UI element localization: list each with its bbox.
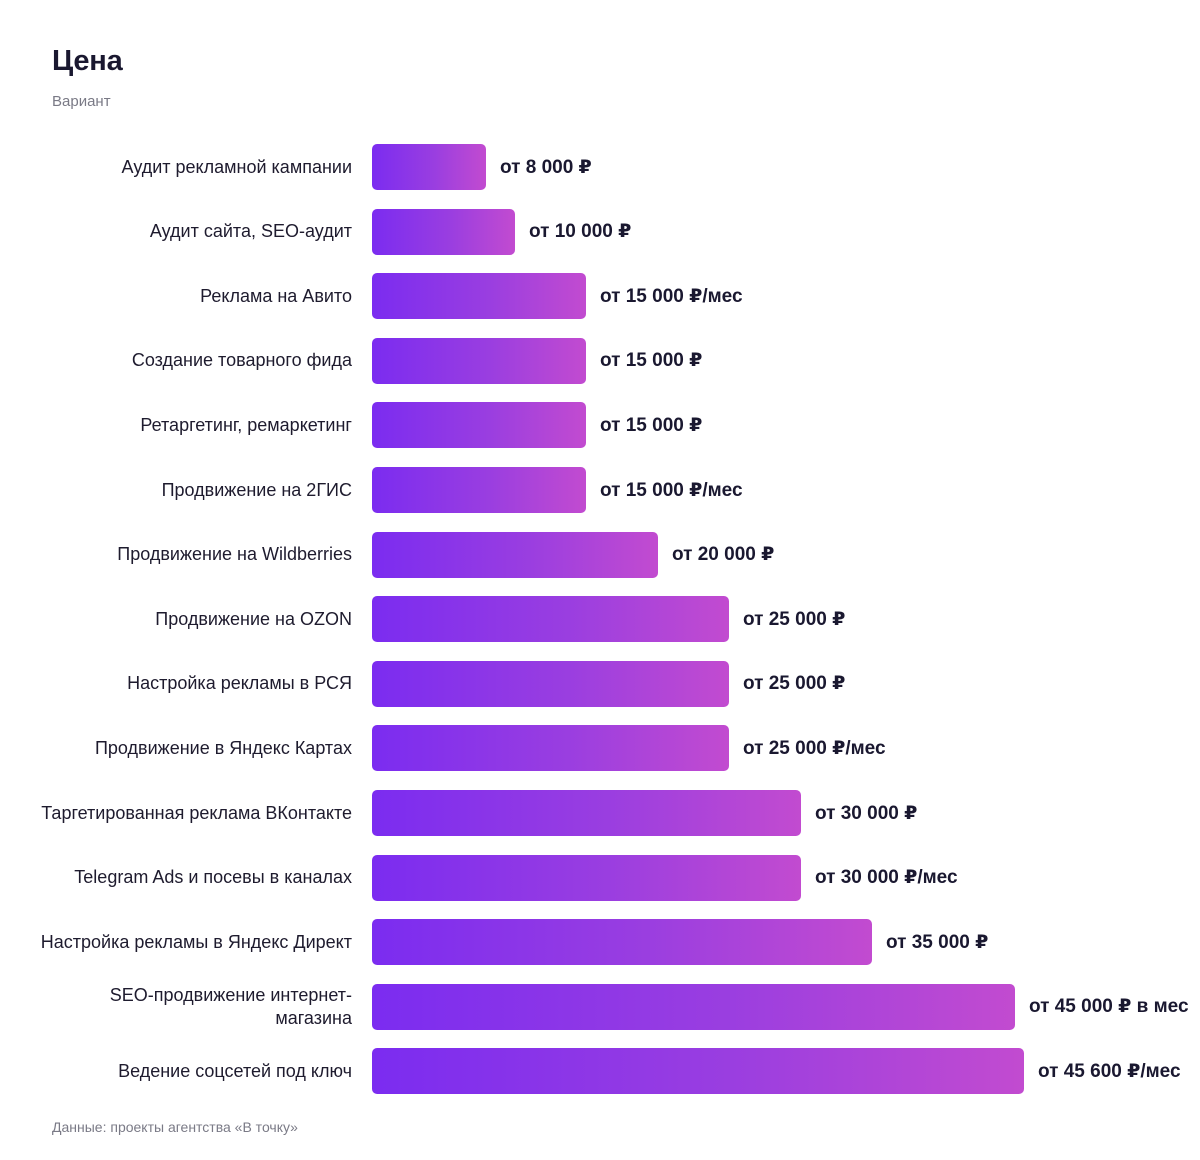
bar: [372, 725, 729, 772]
bar: [372, 790, 801, 836]
category-label: Ретаргетинг, ремаркетинг: [140, 414, 352, 435]
category-label: Аудит сайта, SEO-аудит: [149, 221, 352, 242]
chart-row: Настройка рекламы в РСЯ от 25 000 ₽: [0, 656, 1200, 712]
chart-row: Telegram Ads и посевы в каналах от 30 000…: [0, 850, 1200, 906]
category-label: Создание товарного фида: [131, 350, 352, 371]
bar: [372, 337, 586, 384]
chart-row: Продвижение в Яндекс Картах от 25 000 ₽/м…: [0, 720, 1200, 776]
chart-row: Ретаргетинг, ремаркетинг от 15 000 ₽: [0, 397, 1200, 453]
bar: [372, 273, 586, 320]
value-label: от 35 000 ₽: [886, 931, 989, 953]
category-label: Реклама на Авито: [200, 285, 352, 306]
chart-title: Цена: [52, 45, 123, 77]
chart-row: Реклама на Авито от 15 000 ₽/мес: [0, 268, 1200, 324]
bar: [372, 1048, 1024, 1095]
bar: [372, 467, 586, 513]
chart-row: SEO-продвижение интернет-магазина от 45 0…: [0, 979, 1200, 1035]
value-label: от 30 000 ₽/мес: [815, 867, 958, 889]
chart-row: Аудит рекламной кампании от 8 000 ₽: [0, 139, 1200, 195]
chart-row: Продвижение на 2ГИС от 15 000 ₽/мес: [0, 462, 1200, 518]
bar: [372, 402, 586, 449]
category-label: Продвижение в Яндекс Картах: [94, 737, 352, 758]
bar: [372, 983, 1015, 1030]
category-label: Настройка рекламы в Яндекс Директ: [40, 931, 352, 952]
category-label: Настройка рекламы в РСЯ: [127, 673, 352, 694]
chart-row: Настройка рекламы в Яндекс Директ от 35 0…: [0, 914, 1200, 970]
chart-row: Аудит сайта, SEO-аудит от 10 000 ₽: [0, 204, 1200, 260]
category-label: Аудит рекламной кампании: [121, 156, 352, 177]
bar: [372, 208, 515, 255]
value-label: от 15 000 ₽/мес: [600, 285, 743, 307]
chart-row: Продвижение на Wildberries от 20 000 ₽: [0, 527, 1200, 583]
category-label: Ведение соцсетей под ключ: [118, 1060, 352, 1081]
bar: [372, 531, 658, 578]
chart-row: Ведение соцсетей под ключ от 45 600 ₽/мес: [0, 1043, 1200, 1099]
category-label: SEO-продвижение интернет-магазина: [109, 984, 352, 1028]
category-label: Telegram Ads и посевы в каналах: [74, 867, 352, 888]
category-label: Продвижение на 2ГИС: [161, 479, 352, 500]
bar: [372, 596, 729, 643]
value-label: от 8 000 ₽: [500, 156, 592, 178]
category-label: Продвижение на Wildberries: [117, 544, 352, 565]
bar: [372, 144, 486, 190]
category-label: Продвижение на OZON: [155, 608, 352, 629]
chart-subtitle: Вариант: [52, 93, 111, 110]
value-label: от 30 000 ₽: [815, 802, 918, 824]
category-label: Таргетированная реклама ВКонтакте: [41, 802, 352, 823]
value-label: от 15 000 ₽: [600, 350, 703, 372]
value-label: от 10 000 ₽: [529, 221, 632, 243]
chart-row: Создание товарного фида от 15 000 ₽: [0, 333, 1200, 389]
chart-row: Продвижение на OZON от 25 000 ₽: [0, 591, 1200, 647]
value-label: от 20 000 ₽: [672, 544, 775, 566]
source-footnote: Данные: проекты агентства «В точку»: [52, 1119, 298, 1135]
bar: [372, 919, 872, 966]
value-label: от 45 600 ₽/мес: [1038, 1060, 1181, 1082]
bar: [372, 854, 801, 901]
value-label: от 25 000 ₽: [743, 608, 846, 630]
value-label: от 15 000 ₽: [600, 414, 703, 436]
value-label: от 15 000 ₽/мес: [600, 479, 743, 501]
value-label: от 25 000 ₽/мес: [743, 737, 886, 759]
chart-row: Таргетированная реклама ВКонтакте от 30 0…: [0, 785, 1200, 841]
bar: [372, 660, 729, 707]
value-label: от 45 000 ₽ в мес: [1029, 996, 1189, 1018]
value-label: от 25 000 ₽: [743, 673, 846, 695]
